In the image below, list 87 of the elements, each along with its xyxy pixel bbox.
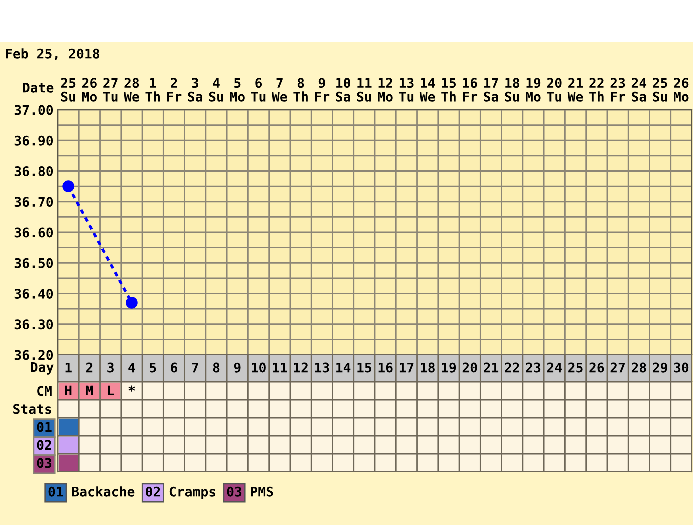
x-tick-label: 28 We <box>124 78 140 102</box>
y-tick-label: 37.00 <box>14 105 54 116</box>
x-tick-label: 22 Th <box>590 78 604 102</box>
x2-tick-label: 14 <box>336 362 351 373</box>
x-tick-label: 4 Su <box>209 78 224 102</box>
x2-tick-label: 3 <box>108 362 114 373</box>
category-label: 03 <box>227 486 242 497</box>
x2-tick-label: 28 <box>632 362 646 373</box>
x-tick-label: 2 Fr <box>167 78 182 102</box>
legend-label: Backache <box>72 486 135 497</box>
x2-tick-label: 25 <box>568 362 583 373</box>
category-label: 01 <box>37 422 52 432</box>
category-label: 02 <box>37 440 52 450</box>
x2-tick-label: 18 <box>421 362 435 373</box>
y-tick-label: 36.70 <box>14 197 54 208</box>
x-tick-label: 16 Fr <box>463 78 478 102</box>
x2-tick-label: 19 <box>442 362 456 373</box>
x-tick-label: 9 Fr <box>315 78 330 102</box>
x-tick-label: 1 Th <box>146 78 160 102</box>
category-label: 03 <box>37 458 52 468</box>
x-tick-label: 7 We <box>272 78 288 102</box>
x2-tick-label: 15 <box>358 362 372 373</box>
x2-tick-label: 1 <box>66 362 72 373</box>
legend-label: PMS <box>251 486 274 497</box>
x-tick-label: 20 Tu <box>547 78 562 102</box>
x2-tick-label: 17 <box>400 362 414 373</box>
x-tick-label: 11 Su <box>357 78 372 102</box>
x2-tick-label: 21 <box>484 362 499 373</box>
x2-tick-label: 16 <box>378 362 393 373</box>
x2-tick-label: 2 <box>86 362 93 373</box>
x2-tick-label: 7 <box>192 362 198 373</box>
x2-tick-label: 4 <box>128 362 136 373</box>
category-label: CM <box>38 386 52 396</box>
x-tick-label: 10 Sa <box>336 78 350 102</box>
x-tick-label: 26 Mo <box>674 78 689 102</box>
x2-tick-label: 11 <box>273 362 288 373</box>
x2-tick-label: 24 <box>547 362 562 373</box>
x-tick-label: 17 Sa <box>484 78 498 102</box>
x-tick-label: 27 Tu <box>103 78 118 102</box>
x-tick-label: 26 Mo <box>82 78 98 102</box>
x2-tick-label: 20 <box>462 362 478 373</box>
x2-tick-label: 10 <box>252 362 266 373</box>
x-tick-label: 25 Su <box>61 78 76 102</box>
x-axis-title: Date <box>23 83 54 93</box>
x-tick-label: 24 Sa <box>632 78 647 102</box>
x2-tick-label: 12 <box>294 362 308 373</box>
x2-tick-label: 23 <box>526 362 541 373</box>
y-tick-label: 36.90 <box>14 136 54 146</box>
text: H <box>65 386 72 396</box>
y-tick-label: 36.40 <box>14 288 54 299</box>
x2-tick-label: 30 <box>674 362 689 373</box>
x-tick-label: 25 Su <box>653 78 668 102</box>
x2-tick-label: 5 <box>150 362 156 373</box>
x-tick-label: 14 We <box>420 78 436 102</box>
x-tick-label: 23 Fr <box>610 78 626 102</box>
chart-title: Feb 25, 2018 <box>6 48 100 60</box>
x2-tick-label: 26 <box>590 362 604 373</box>
y-tick-label: 36.60 <box>14 228 54 238</box>
x-tick-label: 15 Th <box>442 78 456 102</box>
x-tick-label: 12 Mo <box>378 78 393 102</box>
text: L <box>108 386 114 396</box>
category-label: Stats <box>14 404 52 414</box>
x-tick-label: 13 Tu <box>399 78 414 102</box>
x-tick-label: 8 Th <box>294 78 308 102</box>
x-tick-label: 6 Tu <box>251 78 266 102</box>
x2-tick-label: 13 <box>315 362 330 373</box>
x2-axis-title: Day <box>31 362 54 375</box>
text: M <box>86 386 94 396</box>
x2-tick-label: 29 <box>653 362 668 373</box>
y-tick-label: 36.20 <box>14 350 54 360</box>
x2-tick-label: 22 <box>505 362 520 373</box>
y-tick-label: 36.30 <box>14 320 54 330</box>
text: * <box>128 386 136 392</box>
x-tick-label: 21 We <box>568 78 584 102</box>
category-label: 02 <box>146 486 160 497</box>
x-tick-label: 18 Su <box>505 78 520 102</box>
x-tick-label: 3 Sa <box>188 78 203 102</box>
x2-tick-label: 27 <box>610 362 625 373</box>
y-tick-label: 36.50 <box>14 258 54 268</box>
x2-tick-label: 9 <box>234 362 241 373</box>
x2-tick-label: 6 <box>171 362 178 373</box>
x-tick-label: 19 Mo <box>526 78 541 102</box>
category-label: 01 <box>48 486 64 497</box>
x2-tick-label: 8 <box>213 362 220 373</box>
legend-label: Cramps <box>170 486 216 500</box>
y-tick-label: 36.80 <box>14 166 54 176</box>
x-tick-label: 5 Mo <box>230 78 245 102</box>
